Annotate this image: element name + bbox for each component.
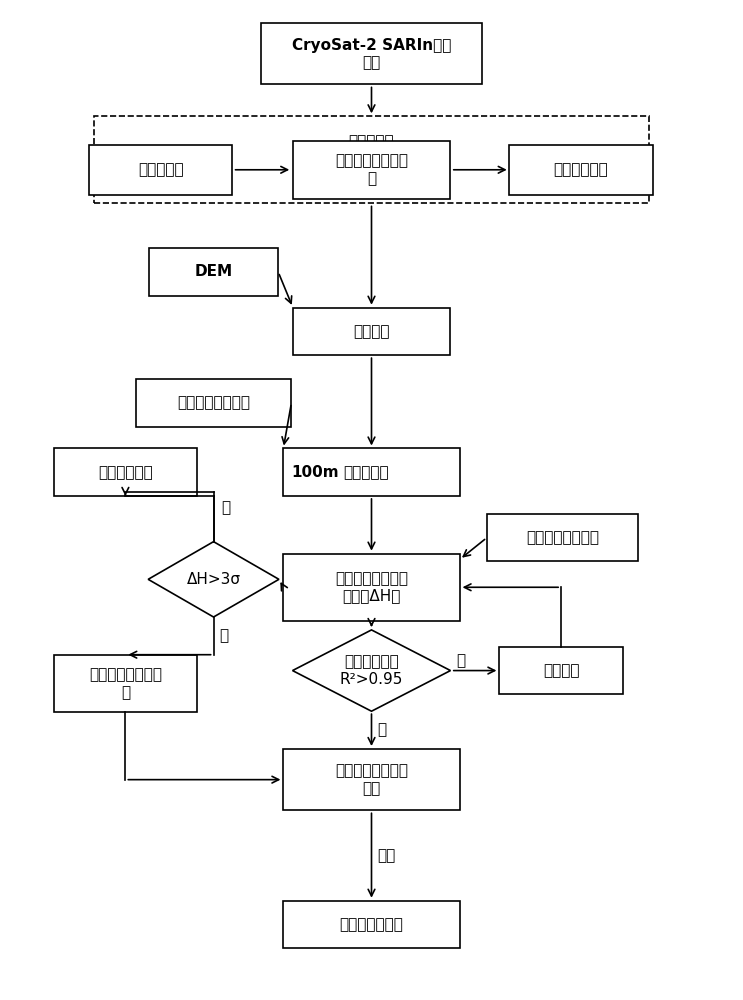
Text: 波形重跟踪: 波形重跟踪 <box>138 162 184 177</box>
Text: 冰下湖的形状和面
积: 冰下湖的形状和面 积 <box>89 667 162 700</box>
FancyBboxPatch shape <box>283 448 460 496</box>
FancyBboxPatch shape <box>283 554 460 621</box>
FancyBboxPatch shape <box>53 448 197 496</box>
Text: 后向散射能量改正: 后向散射能量改正 <box>526 530 599 545</box>
Text: 冰下湖体积变化: 冰下湖体积变化 <box>340 917 403 932</box>
FancyBboxPatch shape <box>89 145 233 195</box>
FancyBboxPatch shape <box>293 308 450 355</box>
Text: 坡度改正: 坡度改正 <box>353 324 390 339</box>
Text: 积分: 积分 <box>377 849 395 864</box>
Text: 最小二乘拟合
R²>0.95: 最小二乘拟合 R²>0.95 <box>340 654 403 687</box>
FancyBboxPatch shape <box>53 655 197 712</box>
Text: 数据预处理: 数据预处理 <box>348 134 395 149</box>
FancyBboxPatch shape <box>293 141 450 199</box>
Polygon shape <box>148 542 279 617</box>
Text: 大气改正、潮汐改
正: 大气改正、潮汐改 正 <box>335 154 408 186</box>
Text: 否: 否 <box>221 500 230 515</box>
Text: 100m: 100m <box>291 465 339 480</box>
FancyBboxPatch shape <box>94 116 649 203</box>
Text: ΔH>3σ: ΔH>3σ <box>186 572 241 587</box>
Text: 分辨率格网: 分辨率格网 <box>343 465 389 480</box>
Text: 数据剔除: 数据剔除 <box>543 663 580 678</box>
FancyBboxPatch shape <box>262 23 481 84</box>
FancyBboxPatch shape <box>283 749 460 810</box>
Text: 是: 是 <box>219 628 229 643</box>
FancyBboxPatch shape <box>283 901 460 948</box>
Polygon shape <box>293 630 450 711</box>
Text: 异常数据剔除: 异常数据剔除 <box>554 162 609 177</box>
FancyBboxPatch shape <box>149 248 278 296</box>
Text: 否: 否 <box>457 653 466 668</box>
FancyBboxPatch shape <box>137 379 291 427</box>
Text: 冰下湖表面高程变
化量（ΔH）: 冰下湖表面高程变 化量（ΔH） <box>335 571 408 603</box>
Text: 非冰下湖区域: 非冰下湖区域 <box>98 465 153 480</box>
Text: DEM: DEM <box>195 264 233 279</box>
Text: CryoSat-2 SARIn模式
数据: CryoSat-2 SARIn模式 数据 <box>292 38 451 70</box>
FancyBboxPatch shape <box>499 647 623 694</box>
Text: 三倍标准差滤波器: 三倍标准差滤波器 <box>177 395 250 410</box>
Text: 是: 是 <box>377 723 386 738</box>
Text: 冰下湖表面高程变
化率: 冰下湖表面高程变 化率 <box>335 763 408 796</box>
FancyBboxPatch shape <box>509 145 652 195</box>
FancyBboxPatch shape <box>487 514 637 561</box>
